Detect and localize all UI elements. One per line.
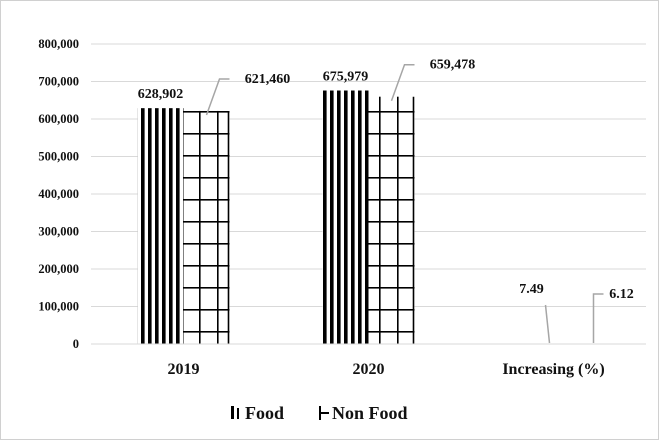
data-label-non-food: 6.12	[609, 287, 634, 302]
leader-line-food	[544, 304, 551, 344]
data-label-food: 628,902	[138, 87, 184, 102]
y-tick-label: 400,000	[38, 187, 79, 201]
x-category-label: Increasing (%)	[502, 361, 604, 378]
y-tick-label: 800,000	[38, 37, 79, 51]
bar-non-food	[183, 110, 230, 344]
bar-food	[137, 108, 184, 345]
data-label-non-food: 659,478	[430, 58, 476, 73]
leader-line-non-food	[205, 78, 230, 116]
data-label-food: 675,979	[323, 70, 369, 85]
bar-non-food	[368, 96, 415, 345]
y-tick-label: 100,000	[38, 300, 79, 314]
x-category-label: 2019	[168, 361, 200, 378]
y-tick-label: 300,000	[38, 225, 79, 239]
data-label-non-food: 621,460	[245, 72, 291, 87]
y-tick-label: 600,000	[38, 112, 79, 126]
leader-line-non-food	[390, 63, 415, 101]
legend: Food Non Food	[231, 403, 408, 423]
leader-line-non-food	[592, 293, 604, 343]
bar-food	[322, 90, 369, 344]
y-tick-label: 500,000	[38, 150, 79, 164]
legend-swatch-food	[231, 406, 234, 419]
y-tick-label: 0	[73, 337, 79, 351]
y-tick-label: 200,000	[38, 262, 79, 276]
legend-swatch-food-2	[237, 408, 239, 419]
legend-item-food: Food	[231, 403, 284, 423]
legend-label-non-food: Non Food	[332, 403, 408, 423]
x-category-label: 2020	[353, 361, 385, 378]
y-tick-label: 700,000	[38, 75, 79, 89]
legend-swatch-non-food-2	[319, 412, 329, 414]
data-label-food: 7.49	[519, 282, 544, 297]
legend-item-non-food: Non Food	[319, 403, 408, 423]
legend-label-food: Food	[245, 403, 284, 423]
